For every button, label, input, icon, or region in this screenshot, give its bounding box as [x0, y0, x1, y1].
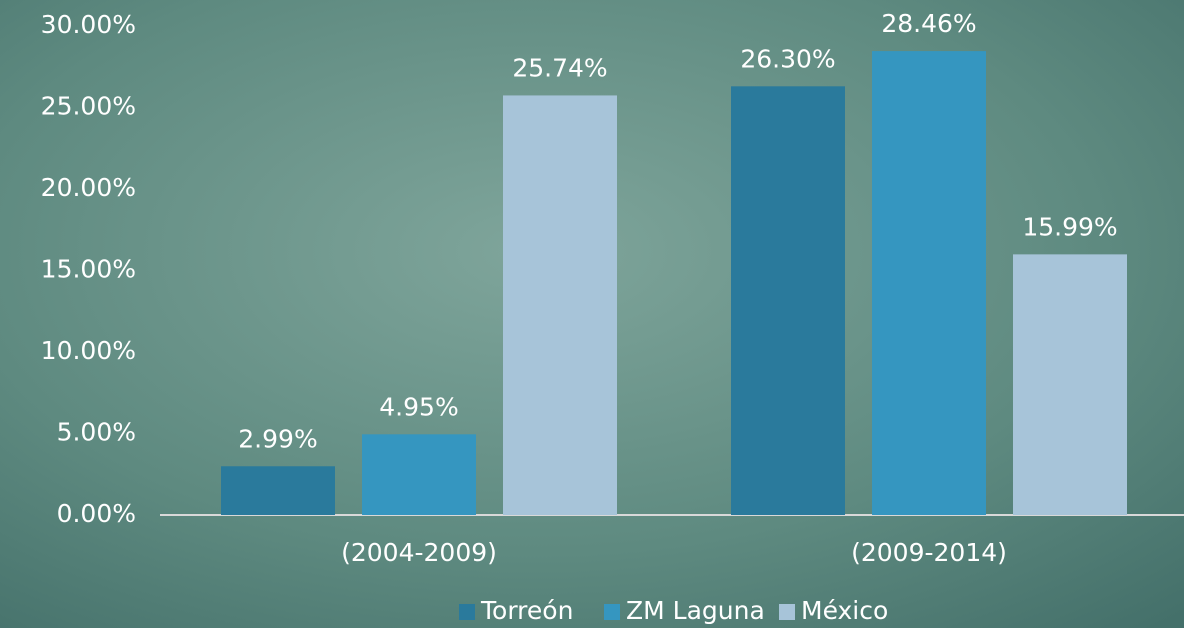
bar — [503, 95, 617, 516]
legend-swatch — [779, 604, 795, 620]
bar — [872, 51, 986, 516]
bar — [362, 434, 476, 515]
value-label: 28.46% — [881, 9, 976, 38]
legend-swatch — [459, 604, 475, 620]
x-tick-label: (2009-2014) — [851, 538, 1007, 567]
y-tick-label: 30.00% — [41, 10, 136, 39]
y-tick-label: 25.00% — [41, 92, 136, 121]
x-tick-label: (2004-2009) — [341, 538, 497, 567]
y-tick-label: 0.00% — [57, 499, 136, 528]
value-label: 26.30% — [740, 44, 835, 73]
y-tick-label: 15.00% — [41, 255, 136, 284]
value-label: 15.99% — [1022, 212, 1117, 241]
legend-label: México — [801, 596, 888, 625]
bar — [731, 86, 845, 515]
y-tick-label: 5.00% — [57, 418, 136, 447]
y-tick-label: 10.00% — [41, 336, 136, 365]
value-label: 25.74% — [512, 53, 607, 82]
bar — [1013, 254, 1127, 515]
value-label: 4.95% — [379, 392, 458, 421]
y-tick-label: 20.00% — [41, 173, 136, 202]
legend-label: ZM Laguna — [626, 596, 765, 625]
legend-swatch — [604, 604, 620, 620]
legend-label: Torreón — [480, 596, 573, 625]
value-label: 2.99% — [238, 424, 317, 453]
bar — [221, 466, 335, 515]
